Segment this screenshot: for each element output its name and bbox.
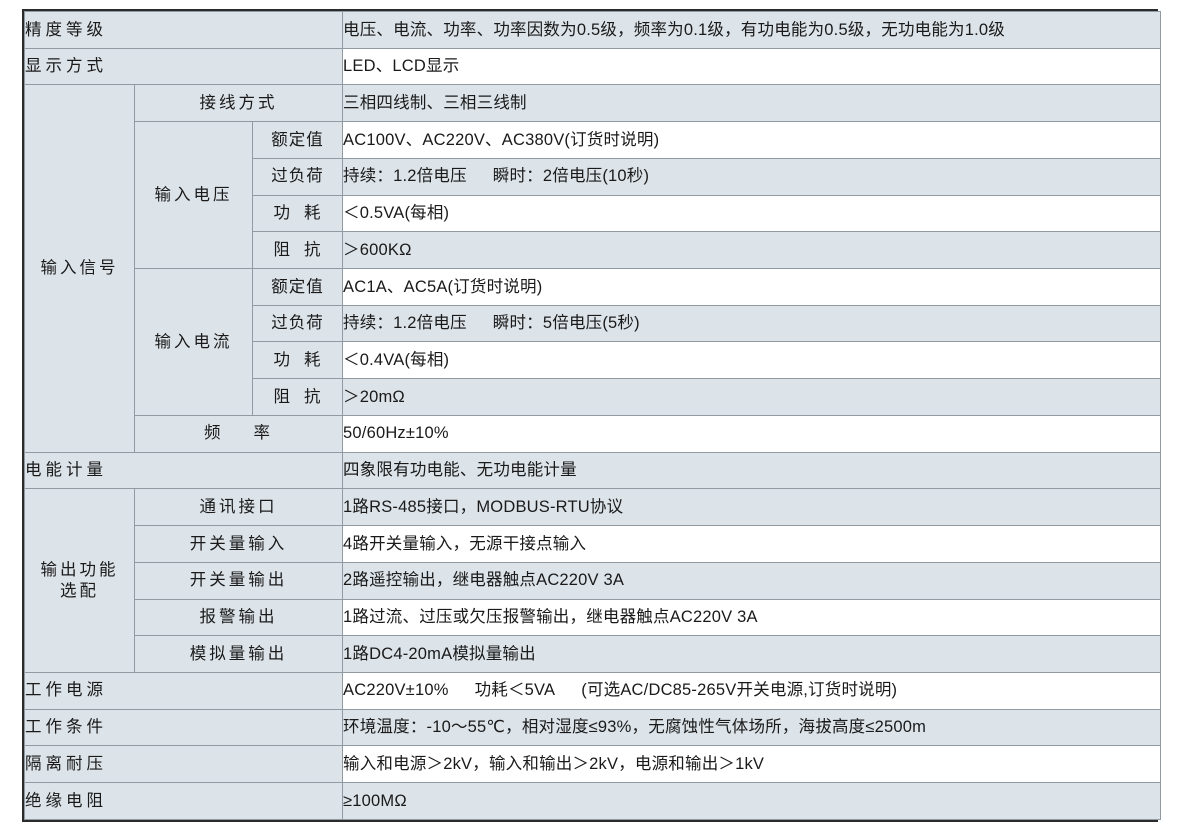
label-part-a: 频 (204, 424, 224, 443)
row-label-communication-interface: 通讯接口 (133, 488, 344, 527)
value-part-option: (可选AC/DC85-265V开关电源,订货时说明) (581, 681, 898, 700)
row-label-working-condition: 工作条件 (23, 708, 344, 747)
value-part-continuous: 持续：1.2倍电压 (343, 314, 467, 333)
table-row-digital-output: 开关量输出 2路遥控输出，继电器触点AC220V 3A (25, 561, 1162, 600)
table-row-input-voltage-overload: 过负荷 持续：1.2倍电压 瞬时：2倍电压(10秒) (25, 157, 1162, 196)
row-label-working-power: 工作电源 (23, 671, 344, 710)
group-label-line2: 选配 (60, 581, 99, 600)
table-row-insulation-resistance: 绝缘电阻 ≥100MΩ (23, 782, 1162, 820)
row-value-alarm-output: 1路过流、过压或欠压报警输出，继电器触点AC220V 3A (342, 598, 1162, 637)
row-label-input-voltage-rated: 额定值 (251, 121, 344, 159)
row-value-working-condition: 环境温度：-10～55℃，相对湿度≤93%，无腐蚀性气体场所，海拔高度≤2500… (342, 708, 1162, 747)
row-label-input-current-rated: 额定值 (251, 268, 344, 306)
row-value-insulation-resistance: ≥100MΩ (342, 782, 1162, 820)
table-row-working-power: 工作电源 AC220V±10% 功耗＜5VA (可选AC/DC85-265V开关电源… (23, 671, 1162, 710)
row-label-input-voltage-consumption: 功耗 (251, 194, 344, 233)
row-value-input-voltage-impedance: ＞600KΩ (342, 231, 1162, 270)
row-value-wiring-mode: 三相四线制、三相三线制 (342, 84, 1162, 123)
row-value-input-voltage-consumption: ＜0.5VA(每相) (342, 194, 1162, 233)
row-value-input-current-overload: 持续：1.2倍电压 瞬时：5倍电压(5秒) (342, 304, 1162, 343)
specification-table-container: 精度等级 电压、电流、功率、功率因数为0.5级，频率为0.1级，有功电能为0.5… (22, 9, 1162, 822)
row-label-display-mode: 显示方式 (23, 47, 344, 86)
sub-label-input-current: 输入电流 (134, 268, 253, 416)
table-row-accuracy-class: 精度等级 电压、电流、功率、功率因数为0.5级，频率为0.1级，有功电能为0.5… (23, 11, 1162, 49)
label-part-b: 抗 (304, 240, 322, 259)
row-label-input-voltage-impedance: 阻抗 (251, 231, 344, 270)
table-row-working-condition: 工作条件 环境温度：-10～55℃，相对湿度≤93%，无腐蚀性气体场所，海拔高度… (23, 708, 1162, 747)
row-label-insulation-resistance: 绝缘电阻 (23, 782, 344, 820)
table-row-isolation-voltage: 隔离耐压 输入和电源＞2kV，输入和输出＞2kV，电源和输出＞1kV (23, 745, 1162, 784)
value-part-instant: 瞬时：2倍电压(10秒) (492, 167, 650, 186)
table-row-input-current-overload: 过负荷 持续：1.2倍电压 瞬时：5倍电压(5秒) (25, 304, 1162, 343)
row-label-input-current-impedance: 阻抗 (251, 378, 344, 416)
row-value-isolation-voltage: 输入和电源＞2kV，输入和输出＞2kV，电源和输出＞1kV (342, 745, 1162, 784)
row-label-wiring-mode: 接线方式 (133, 84, 344, 123)
row-value-input-current-rated: AC1A、AC5A(订货时说明) (342, 268, 1162, 306)
value-part-continuous: 持续：1.2倍电压 (343, 167, 467, 186)
row-value-digital-output: 2路遥控输出，继电器触点AC220V 3A (342, 561, 1162, 600)
row-value-input-current-impedance: ＞20mΩ (342, 378, 1162, 416)
row-value-analog-output: 1路DC4-20mA模拟量输出 (342, 635, 1162, 673)
sub-label-input-voltage: 输入电压 (134, 121, 253, 270)
label-part-a: 功 (273, 351, 292, 370)
table-row-digital-input: 开关量输入 4路开关量输入，无源干接点输入 (25, 525, 1162, 563)
row-label-frequency: 频率 (133, 414, 344, 453)
table-row-input-voltage-impedance: 阻抗 ＞600KΩ (25, 231, 1162, 270)
row-value-display-mode: LED、LCD显示 (342, 47, 1162, 86)
group-label-output-function: 输出功能 选配 (24, 488, 135, 673)
row-label-alarm-output: 报警输出 (133, 598, 344, 637)
row-value-accuracy-class: 电压、电流、功率、功率因数为0.5级，频率为0.1级，有功电能为0.5级，无功电… (342, 11, 1162, 49)
table-row-frequency: 频率 50/60Hz±10% (25, 414, 1162, 453)
row-value-working-power: AC220V±10% 功耗＜5VA (可选AC/DC85-265V开关电源,订货时说… (342, 671, 1162, 710)
label-part-a: 阻 (273, 240, 292, 259)
row-label-analog-output: 模拟量输出 (133, 635, 344, 673)
row-value-input-current-consumption: ＜0.4VA(每相) (342, 341, 1162, 380)
row-label-input-current-consumption: 功耗 (251, 341, 344, 380)
group-label-input-signal: 输入信号 (24, 84, 135, 453)
row-value-digital-input: 4路开关量输入，无源干接点输入 (342, 525, 1162, 563)
row-value-input-voltage-overload: 持续：1.2倍电压 瞬时：2倍电压(10秒) (342, 157, 1162, 196)
row-label-isolation-voltage: 隔离耐压 (23, 745, 344, 784)
table-row-energy-metering: 电能计量 四象限有功电能、无功电能计量 (23, 451, 1162, 490)
label-part-b: 率 (253, 424, 274, 443)
table-row-display-mode: 显示方式 LED、LCD显示 (23, 47, 1162, 86)
row-label-energy-metering: 电能计量 (23, 451, 344, 490)
row-value-input-voltage-rated: AC100V、AC220V、AC380V(订货时说明) (342, 121, 1162, 159)
value-part-instant: 瞬时：5倍电压(5秒) (492, 314, 640, 333)
row-label-digital-output: 开关量输出 (133, 561, 344, 600)
row-value-communication-interface: 1路RS-485接口，MODBUS-RTU协议 (342, 488, 1162, 527)
group-label-line1: 输出功能 (40, 561, 119, 580)
row-label-digital-input: 开关量输入 (133, 525, 344, 563)
label-part-b: 抗 (304, 387, 322, 406)
table-row-wiring-mode: 输入信号 接线方式 三相四线制、三相三线制 (24, 84, 1162, 453)
row-value-energy-metering: 四象限有功电能、无功电能计量 (342, 451, 1162, 490)
label-part-a: 功 (273, 204, 292, 223)
value-part-consumption: 功耗＜5VA (474, 681, 556, 700)
row-label-input-current-overload: 过负荷 (251, 304, 344, 343)
table-row-input-current-impedance: 阻抗 ＞20mΩ (25, 378, 1162, 416)
table-row-communication-interface: 输出功能 选配 通讯接口 1路RS-485接口，MODBUS-RTU协议 (24, 488, 1162, 673)
table-row-input-current-consumption: 功耗 ＜0.4VA(每相) (25, 341, 1162, 380)
row-value-frequency: 50/60Hz±10% (342, 414, 1162, 453)
row-label-input-voltage-overload: 过负荷 (251, 157, 344, 196)
value-part-voltage: AC220V±10% (343, 681, 449, 700)
table-row-input-voltage-consumption: 功耗 ＜0.5VA(每相) (25, 194, 1162, 233)
table-row-alarm-output: 报警输出 1路过流、过压或欠压报警输出，继电器触点AC220V 3A (25, 598, 1162, 637)
table-row-analog-output: 模拟量输出 1路DC4-20mA模拟量输出 (25, 635, 1162, 673)
specification-table: 精度等级 电压、电流、功率、功率因数为0.5级，频率为0.1级，有功电能为0.5… (23, 11, 1162, 820)
label-part-b: 耗 (304, 204, 322, 223)
label-part-a: 阻 (273, 387, 292, 406)
label-part-b: 耗 (304, 351, 322, 370)
table-row-input-current-rated: 输入电流 额定值 AC1A、AC5A(订货时说明) (25, 268, 1162, 416)
table-row-input-voltage-rated: 输入电压 额定值 AC100V、AC220V、AC380V(订货时说明) (25, 121, 1162, 270)
row-label-accuracy-class: 精度等级 (23, 11, 344, 49)
